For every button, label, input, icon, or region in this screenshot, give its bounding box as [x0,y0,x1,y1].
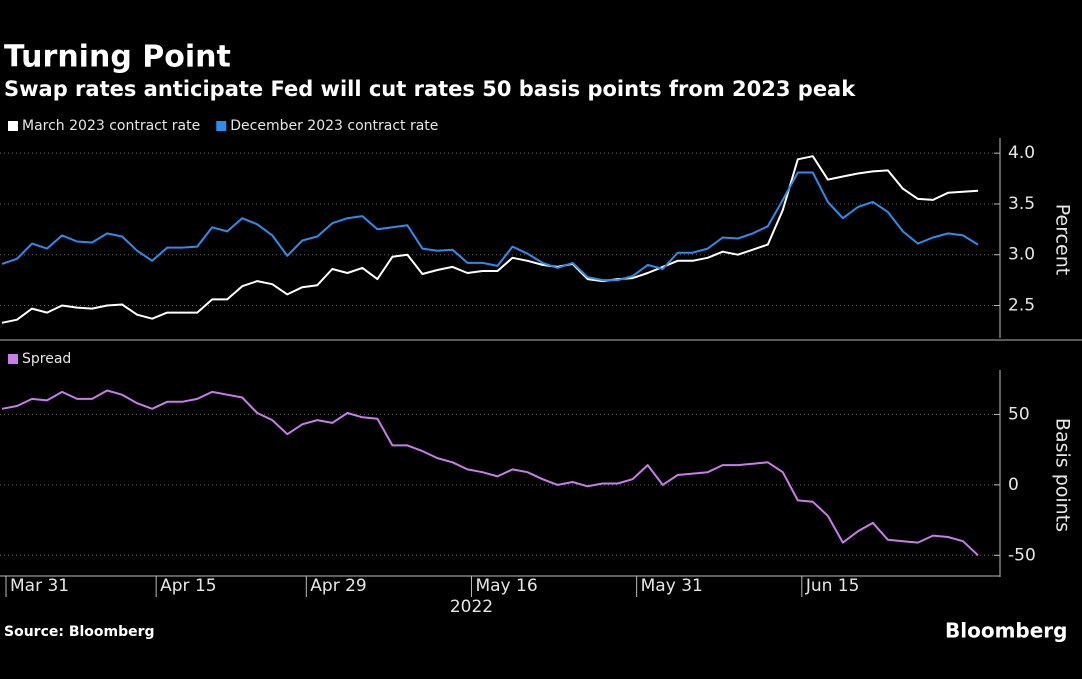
x-tick-label: Mar 31 [10,576,69,596]
x-tick-label: Jun 15 [805,576,860,596]
x-tick-label: Apr 15 [160,576,216,596]
x-tick-label: May 16 [475,576,537,596]
y-tick-label: -50 [1008,545,1036,565]
legend-label: Spread [22,351,71,367]
y-tick-label: 3.0 [1008,245,1035,265]
y-tick-label: 0 [1008,475,1019,495]
y-tick-label: 2.5 [1008,296,1035,316]
series-line [1,389,979,557]
y-tick-label: 3.5 [1008,194,1035,214]
chart-subtitle: Swap rates anticipate Fed will cut rates… [4,77,856,101]
legend-swatch [8,354,18,364]
legend-swatch [8,121,18,131]
legend-swatch [216,121,227,131]
series-line [1,155,979,324]
y-axis-title: Basis points [1052,418,1074,532]
y-tick-label: 50 [1008,404,1030,424]
legend-label: March 2023 contract rate [22,118,200,134]
series-line [1,171,979,282]
chart-title: Turning Point [4,40,231,75]
legend-label: December 2023 contract rate [230,118,438,134]
x-tick-label: May 31 [641,576,703,596]
logo: Bloomberg [945,619,1067,643]
y-axis-title: Percent [1052,204,1074,276]
x-tick-label: Apr 29 [310,576,366,596]
y-tick-label: 4.0 [1008,143,1035,163]
x-year-label: 2022 [450,597,493,617]
source: Source: Bloomberg [4,624,155,640]
